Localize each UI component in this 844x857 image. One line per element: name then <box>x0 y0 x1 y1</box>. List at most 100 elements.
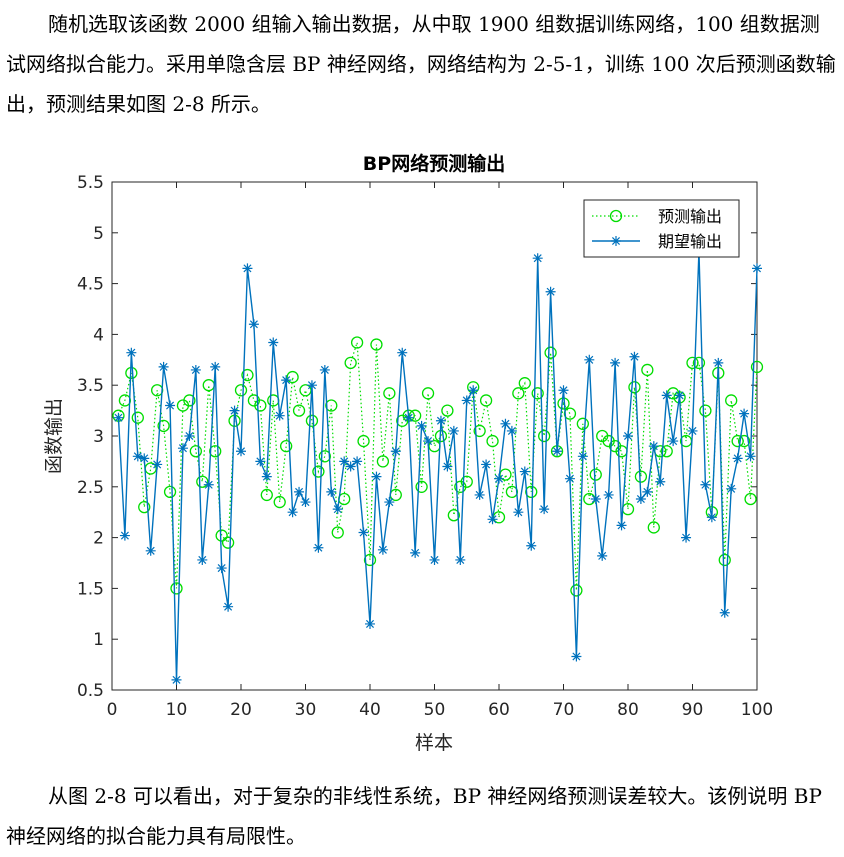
legend: 预测输出 期望输出 <box>583 199 740 258</box>
predicted-point <box>189 445 203 458</box>
x-tick-label: 40 <box>359 700 381 720</box>
expected-point <box>513 507 524 518</box>
expected-point <box>216 563 227 574</box>
expected-point <box>655 476 666 487</box>
predicted-point <box>363 553 377 567</box>
predicted-point <box>725 394 738 407</box>
expected-point <box>184 431 195 441</box>
expected-point <box>345 461 356 472</box>
expected-point <box>681 532 692 543</box>
predicted-point <box>525 485 538 499</box>
predicted-point <box>531 387 544 400</box>
predicted-point <box>279 440 293 453</box>
predicted-point <box>234 384 248 397</box>
expected-point <box>255 456 266 467</box>
expected-point <box>635 493 646 504</box>
expected-point <box>119 530 130 541</box>
expected-point <box>539 504 550 515</box>
expected-point <box>532 253 543 264</box>
predicted-point <box>731 434 744 448</box>
expected-point <box>474 489 485 500</box>
chart-title: BP网络预测输出 <box>363 152 505 175</box>
predicted-point <box>157 419 170 432</box>
expected-point <box>197 554 208 565</box>
x-tick-label: 0 <box>107 700 118 720</box>
plot-area <box>111 181 758 691</box>
expected-point <box>732 453 743 464</box>
expected-point <box>468 385 479 396</box>
expected-point <box>171 674 182 685</box>
predicted-point <box>286 370 299 384</box>
expected-point <box>294 486 305 497</box>
y-tick-label: 2 <box>93 529 104 549</box>
predicted-point <box>196 475 209 488</box>
y-axis-label: 函数输出 <box>43 398 65 474</box>
expected-point <box>526 540 537 551</box>
predicted-point <box>667 387 680 400</box>
expected-point <box>139 453 150 464</box>
predicted-point <box>305 414 319 427</box>
predicted-point <box>512 387 525 400</box>
expected-point <box>461 395 472 406</box>
predicted-point <box>544 346 557 359</box>
expected-point <box>564 473 575 484</box>
expected-point <box>326 486 337 497</box>
y-tick-label: 1 <box>93 630 104 650</box>
expected-point <box>203 479 214 490</box>
bp-prediction-chart: 0.5 1 1.5 2 2.5 3 3.5 4 4.5 5 5.5 0 10 20 30 40 50 60 70 8… <box>43 152 773 754</box>
expected-point <box>726 483 737 494</box>
legend-pred-label: 预测输出 <box>658 207 722 226</box>
series-layer <box>112 246 764 685</box>
predicted-point <box>118 394 132 407</box>
expected-point <box>745 451 756 462</box>
expected-point <box>416 420 427 431</box>
y-tick-label: 1.5 <box>77 579 104 599</box>
expected-point <box>229 405 240 416</box>
predicted-point <box>163 485 177 499</box>
expected-point <box>397 347 408 358</box>
expected-point <box>623 431 633 441</box>
predicted-point <box>576 417 589 430</box>
legend-exp-label: 期望输出 <box>658 232 722 251</box>
expected-point <box>435 415 446 426</box>
predicted-point <box>641 363 654 377</box>
legend-asterisk <box>611 236 621 246</box>
expected-point <box>236 446 246 457</box>
predicted-point <box>215 529 228 542</box>
predicted-point <box>325 399 338 412</box>
predicted-point <box>421 387 435 400</box>
expected-point <box>713 357 724 368</box>
predicted-point <box>350 336 364 349</box>
predicted-point <box>383 387 396 400</box>
expected-point <box>481 459 492 470</box>
predicted-point <box>473 424 486 438</box>
x-tick-label: 60 <box>488 700 510 720</box>
expected-point <box>410 547 421 558</box>
expected-point <box>752 263 762 274</box>
predicted-point <box>331 526 344 539</box>
expected-point <box>242 263 253 274</box>
expected-point <box>700 479 711 490</box>
legend-box <box>583 199 740 258</box>
expected-point <box>371 471 382 482</box>
predicted-point <box>686 356 699 369</box>
y-tick-label: 5.5 <box>77 173 104 193</box>
predicted-point <box>209 445 222 458</box>
expected-point <box>719 607 730 618</box>
expected-point <box>590 493 601 504</box>
expected-point <box>332 504 343 515</box>
x-axis-label: 样本 <box>415 732 453 754</box>
paragraph-intro: 随机选取该函数 2000 组输入输出数据，从中取 1900 组数据训练网络，10… <box>6 4 838 124</box>
legend-pred-marker <box>609 209 623 223</box>
y-tick-label: 3 <box>93 427 104 447</box>
predicted-point <box>563 407 577 420</box>
expected-point <box>429 554 440 565</box>
expected-point <box>668 436 679 447</box>
expected-point <box>339 456 350 467</box>
expected-point <box>642 486 653 497</box>
predicted-point <box>376 455 390 468</box>
expected-point <box>616 520 627 531</box>
predicted-point <box>312 465 325 478</box>
expected-point <box>448 425 459 436</box>
expected-point <box>552 446 563 457</box>
